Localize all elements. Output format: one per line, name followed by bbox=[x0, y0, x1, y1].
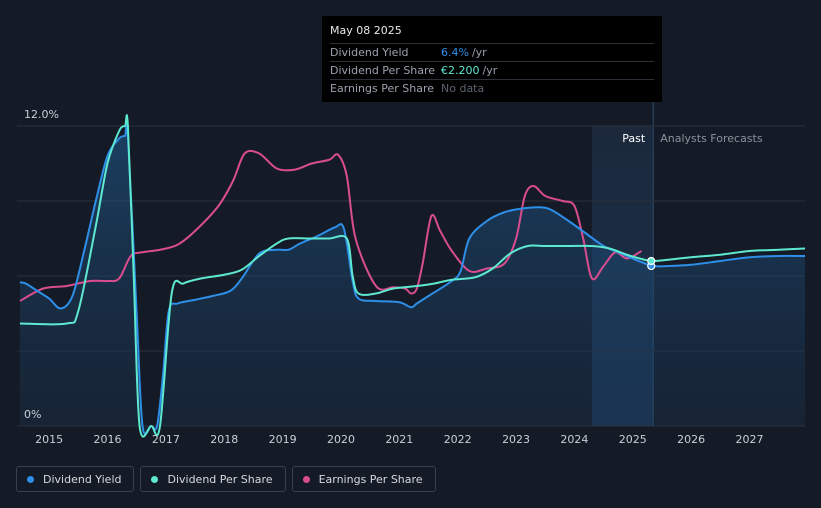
legend-dot-icon bbox=[151, 475, 159, 483]
x-tick-label: 2027 bbox=[736, 433, 764, 446]
x-tick-label: 2016 bbox=[93, 433, 121, 446]
legend-label: Dividend Yield bbox=[43, 472, 122, 486]
x-tick-label: 2019 bbox=[269, 433, 297, 446]
x-tick-label: 2026 bbox=[677, 433, 705, 446]
tooltip-label: Dividend Per Share bbox=[330, 64, 436, 77]
tooltip-value: €2.200 bbox=[441, 64, 480, 77]
dividend-per-share-marker bbox=[647, 256, 656, 266]
tooltip-label: Earnings Per Share bbox=[330, 82, 435, 95]
tooltip-value: 6.4% bbox=[441, 46, 469, 59]
x-tick-label: 2017 bbox=[152, 433, 180, 446]
x-tick-label: 2021 bbox=[385, 433, 413, 446]
legend-item-dividend-yield[interactable]: Dividend Yield bbox=[16, 466, 135, 492]
tooltip-row-earnings-per-share: Earnings Per Share No data bbox=[330, 79, 654, 97]
legend-label: Earnings Per Share bbox=[318, 472, 423, 486]
forecast-label: Analysts Forecasts bbox=[660, 132, 763, 145]
dividend-yield-area bbox=[19, 123, 806, 435]
x-tick-label: 2015 bbox=[35, 433, 63, 446]
x-tick-label: 2023 bbox=[502, 433, 530, 446]
x-tick-label: 2024 bbox=[560, 433, 588, 446]
x-tick-label: 2020 bbox=[327, 433, 355, 446]
dividend-per-share-line bbox=[19, 114, 806, 438]
tooltip-date: May 08 2025 bbox=[330, 24, 402, 37]
chart-legend: Dividend Yield Dividend Per Share Earnin… bbox=[16, 466, 436, 492]
dividend-yield-line bbox=[19, 122, 806, 435]
x-tick-label: 2022 bbox=[444, 433, 472, 446]
legend-dot-icon bbox=[27, 475, 34, 483]
earnings-per-share-line bbox=[19, 149, 643, 302]
tooltip-label: Dividend Yield bbox=[330, 46, 409, 59]
tooltip-unit: /yr bbox=[482, 64, 498, 77]
legend-label: Dividend Per Share bbox=[167, 472, 273, 486]
past-label: Past bbox=[622, 132, 646, 145]
x-tick-label: 2018 bbox=[210, 433, 238, 446]
y-axis: 12.0% 0% bbox=[24, 108, 59, 421]
legend-dot-icon bbox=[302, 475, 310, 483]
x-tick-label: 2025 bbox=[619, 433, 647, 446]
tooltip-row-dividend-per-share: Dividend Per Share €2.200 /yr bbox=[330, 61, 654, 79]
legend-item-dividend-per-share[interactable]: Dividend Per Share bbox=[140, 466, 286, 492]
tooltip-unit: /yr bbox=[471, 46, 487, 59]
legend-item-earnings-per-share[interactable]: Earnings Per Share bbox=[291, 466, 436, 492]
series-lines bbox=[19, 114, 806, 438]
y-tick-label: 12.0% bbox=[24, 108, 59, 121]
tooltip-row-dividend-yield: Dividend Yield 6.4% /yr bbox=[330, 43, 654, 61]
x-axis: 2015 2016 2017 2018 2019 2020 2021 2022 2023 2024… bbox=[35, 433, 763, 446]
y-tick-label: 0% bbox=[24, 408, 41, 421]
chart-tooltip: May 08 2025 Dividend Yield 6.4% /yr Divi… bbox=[322, 16, 662, 102]
tooltip-value: No data bbox=[441, 82, 485, 95]
